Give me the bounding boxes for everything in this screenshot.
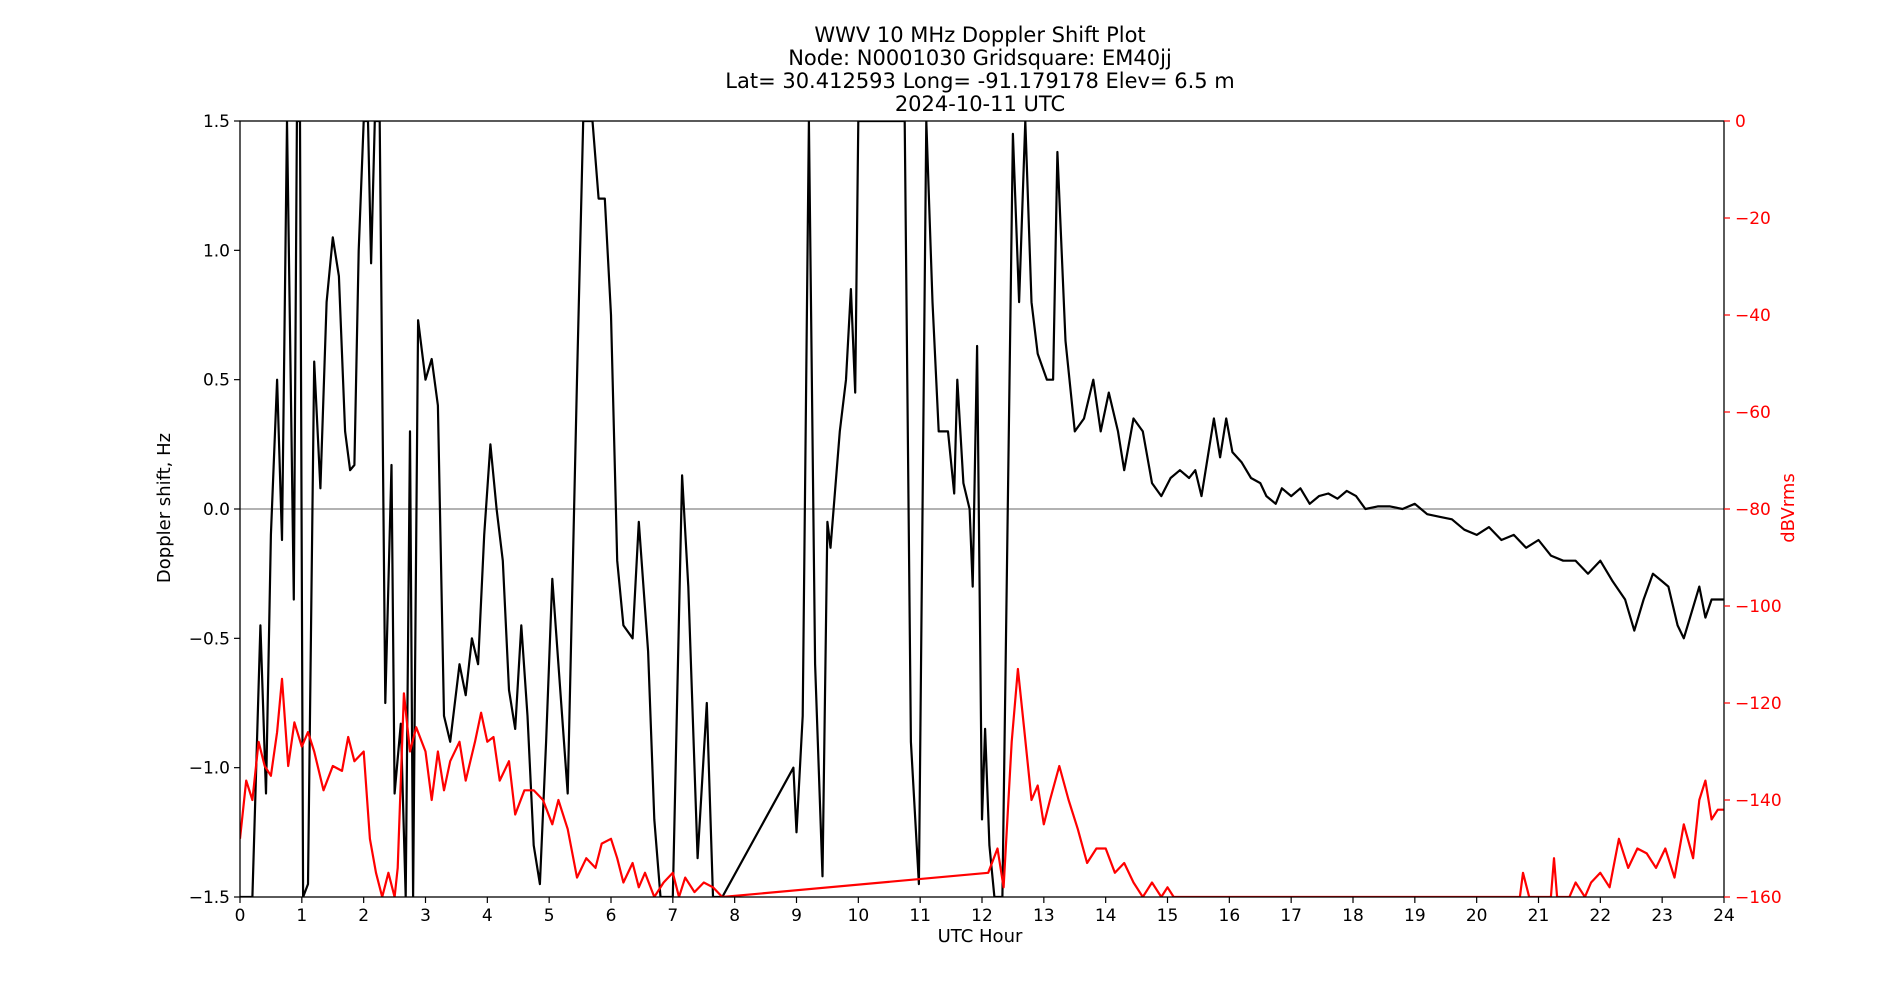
x-tick-label: 14 [1095,906,1117,926]
chart-title-line-3: Lat= 30.412593 Long= -91.179178 Elev= 6.… [725,69,1234,93]
x-tick-label: 13 [1033,906,1055,926]
x-tick-label: 11 [909,906,931,926]
y-right-tick-label: −120 [1735,694,1782,714]
x-tick-label: 12 [971,906,993,926]
x-tick-label: 24 [1713,906,1735,926]
x-tick-label: 19 [1404,906,1426,926]
x-tick-label: 17 [1280,906,1302,926]
y-right-tick-label: −140 [1735,791,1782,811]
x-tick-label: 5 [544,906,555,926]
x-tick-label: 18 [1342,906,1364,926]
x-tick-label: 22 [1590,906,1612,926]
signal-level-line [240,667,1724,897]
x-tick-label: 21 [1528,906,1550,926]
x-tick-label: 2 [358,906,369,926]
x-tick-label: 20 [1466,906,1488,926]
y-left-tick-label: −1.0 [189,759,230,779]
y-left-tick-label: 1.5 [203,112,230,132]
x-tick-label: 9 [791,906,802,926]
y-right-tick-label: 0 [1735,112,1746,132]
x-tick-label: 6 [606,906,617,926]
chart-title-line-4: 2024-10-11 UTC [895,92,1065,116]
x-tick-label: 23 [1651,906,1673,926]
y-left-tick-label: −1.5 [189,888,230,908]
chart-title-line-1: WWV 10 MHz Doppler Shift Plot [814,23,1145,47]
y-axis-right: 0 −20 −40 −60 −80 −100 −120 −140 −160 [1724,112,1782,908]
x-tick-label: 7 [667,906,678,926]
y-left-tick-label: −0.5 [189,629,230,649]
y-right-tick-label: −160 [1735,888,1782,908]
doppler-shift-line [240,121,1724,897]
y-axis-left: −1.5 −1.0 −0.5 0.0 0.5 1.0 1.5 [189,112,240,908]
x-tick-label: 0 [235,906,246,926]
x-axis-label: UTC Hour [938,926,1023,947]
y-left-tick-label: 1.0 [203,241,230,261]
x-axis: 0 1 2 3 4 5 6 7 8 9 10 11 12 13 14 15 16 17 18 19 20 21 22 23 24 [235,897,1735,926]
x-tick-label: 4 [482,906,493,926]
x-tick-label: 10 [848,906,870,926]
x-tick-label: 3 [420,906,431,926]
y-right-tick-label: −100 [1735,597,1782,617]
y-right-tick-label: −40 [1735,306,1771,326]
y-right-tick-label: −20 [1735,209,1771,229]
chart-title-line-2: Node: N0001030 Gridsquare: EM40jj [788,46,1172,70]
x-tick-label: 1 [296,906,307,926]
y-left-tick-label: 0.5 [203,371,230,391]
y-right-tick-label: −80 [1735,500,1771,520]
y-axis-left-label: Doppler shift, Hz [154,433,175,583]
x-tick-label: 16 [1219,906,1241,926]
y-left-tick-label: 0.0 [203,500,230,520]
y-axis-right-label: dBVrms [1778,473,1799,543]
x-tick-label: 15 [1157,906,1179,926]
y-right-tick-label: −60 [1735,403,1771,423]
x-tick-label: 8 [729,906,740,926]
